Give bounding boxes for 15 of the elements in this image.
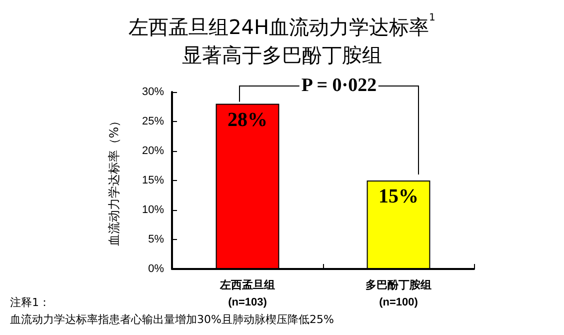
y-tick-label: 10% (142, 204, 164, 216)
y-tick-label: 5% (148, 234, 164, 246)
y-tick-label: 15% (142, 174, 164, 186)
text: 血流动力学达标率指患者心输出量增加30%且肺动脉楔压降低25% (10, 312, 334, 328)
y-tick-label: 25% (142, 116, 164, 128)
text: 注释1： (10, 296, 50, 309)
data-label: 15% (378, 186, 418, 208)
data-label: 28% (228, 108, 268, 131)
x-tick-label: 左西孟旦组 (n=103) (219, 278, 275, 308)
y-axis-title: 血流动力学达标率（%） (107, 114, 121, 246)
y-tick-label: 20% (142, 145, 164, 157)
y-tick-label: 30% (142, 86, 164, 98)
annotation: P = 0·022 (299, 75, 379, 97)
y-tick-label: 0% (148, 263, 164, 275)
x-tick-label: 多巴酚丁胺组 (n=100) (366, 278, 432, 308)
